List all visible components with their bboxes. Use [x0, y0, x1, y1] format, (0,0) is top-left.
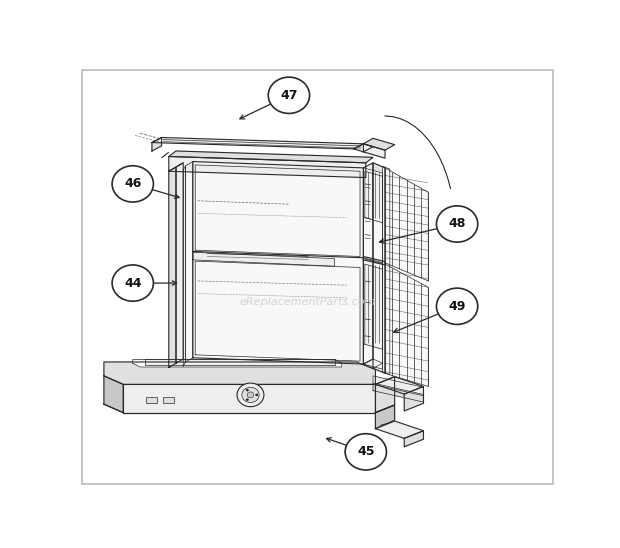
- Circle shape: [246, 389, 249, 391]
- Polygon shape: [385, 168, 428, 281]
- Polygon shape: [184, 165, 185, 366]
- Circle shape: [112, 165, 153, 202]
- Bar: [163, 397, 174, 403]
- Polygon shape: [169, 157, 366, 178]
- Circle shape: [242, 387, 259, 402]
- Polygon shape: [383, 166, 390, 375]
- Polygon shape: [376, 376, 394, 413]
- Polygon shape: [104, 376, 123, 413]
- Circle shape: [255, 393, 258, 396]
- Polygon shape: [193, 252, 335, 266]
- Text: 44: 44: [124, 277, 141, 289]
- Polygon shape: [133, 359, 342, 367]
- Polygon shape: [376, 421, 423, 438]
- Circle shape: [112, 265, 153, 301]
- Polygon shape: [176, 163, 184, 363]
- Circle shape: [345, 433, 386, 470]
- Polygon shape: [373, 163, 385, 373]
- Circle shape: [436, 206, 478, 242]
- Polygon shape: [363, 259, 383, 369]
- Circle shape: [237, 383, 264, 407]
- Polygon shape: [365, 264, 383, 349]
- Circle shape: [247, 392, 254, 398]
- Polygon shape: [365, 171, 383, 222]
- Polygon shape: [385, 264, 428, 386]
- Polygon shape: [363, 168, 383, 263]
- Polygon shape: [152, 138, 363, 149]
- Polygon shape: [145, 359, 335, 366]
- Text: 46: 46: [124, 178, 141, 190]
- Polygon shape: [376, 405, 394, 429]
- Polygon shape: [373, 376, 423, 395]
- Circle shape: [246, 398, 249, 401]
- Polygon shape: [404, 386, 423, 411]
- Polygon shape: [195, 165, 360, 256]
- Polygon shape: [404, 431, 423, 447]
- Text: 47: 47: [280, 89, 298, 102]
- Text: eReplacementParts.com: eReplacementParts.com: [240, 297, 376, 307]
- Polygon shape: [363, 138, 394, 150]
- Polygon shape: [104, 362, 376, 384]
- Polygon shape: [363, 144, 385, 158]
- Text: 45: 45: [357, 446, 374, 458]
- Polygon shape: [354, 144, 373, 152]
- Circle shape: [436, 288, 478, 324]
- Circle shape: [268, 77, 309, 113]
- Polygon shape: [195, 261, 360, 361]
- Bar: [146, 397, 157, 403]
- Polygon shape: [123, 384, 376, 413]
- Polygon shape: [376, 376, 423, 394]
- Polygon shape: [363, 359, 383, 368]
- Polygon shape: [169, 151, 373, 163]
- Polygon shape: [373, 384, 423, 402]
- Polygon shape: [152, 138, 162, 151]
- Polygon shape: [363, 163, 373, 364]
- Polygon shape: [185, 162, 193, 362]
- Polygon shape: [363, 256, 385, 265]
- Text: 48: 48: [448, 218, 466, 231]
- Polygon shape: [193, 162, 363, 364]
- Polygon shape: [169, 167, 176, 368]
- Text: 49: 49: [448, 300, 466, 313]
